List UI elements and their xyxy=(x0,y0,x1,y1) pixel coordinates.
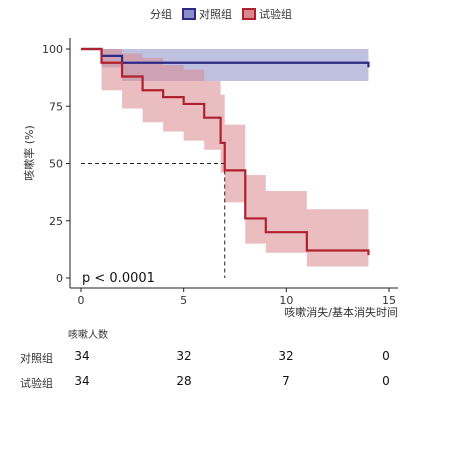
risk-value: 0 xyxy=(382,349,390,363)
legend-item-control: 对照组 xyxy=(199,8,232,21)
x-axis-label: 咳嗽消失/基本消失时间 xyxy=(284,305,398,319)
x-tick-label: 5 xyxy=(180,294,187,307)
legend-title: 分组 xyxy=(150,8,172,21)
legend-swatch-control xyxy=(182,8,196,20)
risk-value: 34 xyxy=(74,374,90,388)
risk-value: 28 xyxy=(176,374,192,388)
survival-line-trial xyxy=(81,47,370,256)
risk-row-label-control: 对照组 xyxy=(20,352,53,365)
y-tick-label: 100 xyxy=(42,43,63,56)
risk-value: 32 xyxy=(176,349,192,363)
risk-value: 7 xyxy=(282,374,290,388)
x-tick-label: 10 xyxy=(279,294,293,307)
y-tick-label: 25 xyxy=(49,215,63,228)
legend-item-trial: 试验组 xyxy=(259,8,292,21)
x-tick-label: 15 xyxy=(382,294,396,307)
y-axis-label: 咳嗽率 (%) xyxy=(22,125,36,181)
p-value-annotation: p < 0.0001 xyxy=(82,271,155,286)
legend: 分组 对照组 试验组 xyxy=(150,6,292,22)
y-tick-label: 0 xyxy=(56,272,63,285)
risk-value: 0 xyxy=(382,374,390,388)
risk-value: 32 xyxy=(278,349,294,363)
legend-swatch-trial xyxy=(242,8,256,20)
y-tick-label: 75 xyxy=(49,100,63,113)
risk-row-label-trial: 试验组 xyxy=(20,377,53,390)
y-tick-label: 50 xyxy=(49,158,63,171)
risk-table-title: 咳嗽人数 xyxy=(68,330,108,341)
x-tick-label: 0 xyxy=(78,294,85,307)
risk-value: 34 xyxy=(74,349,90,363)
